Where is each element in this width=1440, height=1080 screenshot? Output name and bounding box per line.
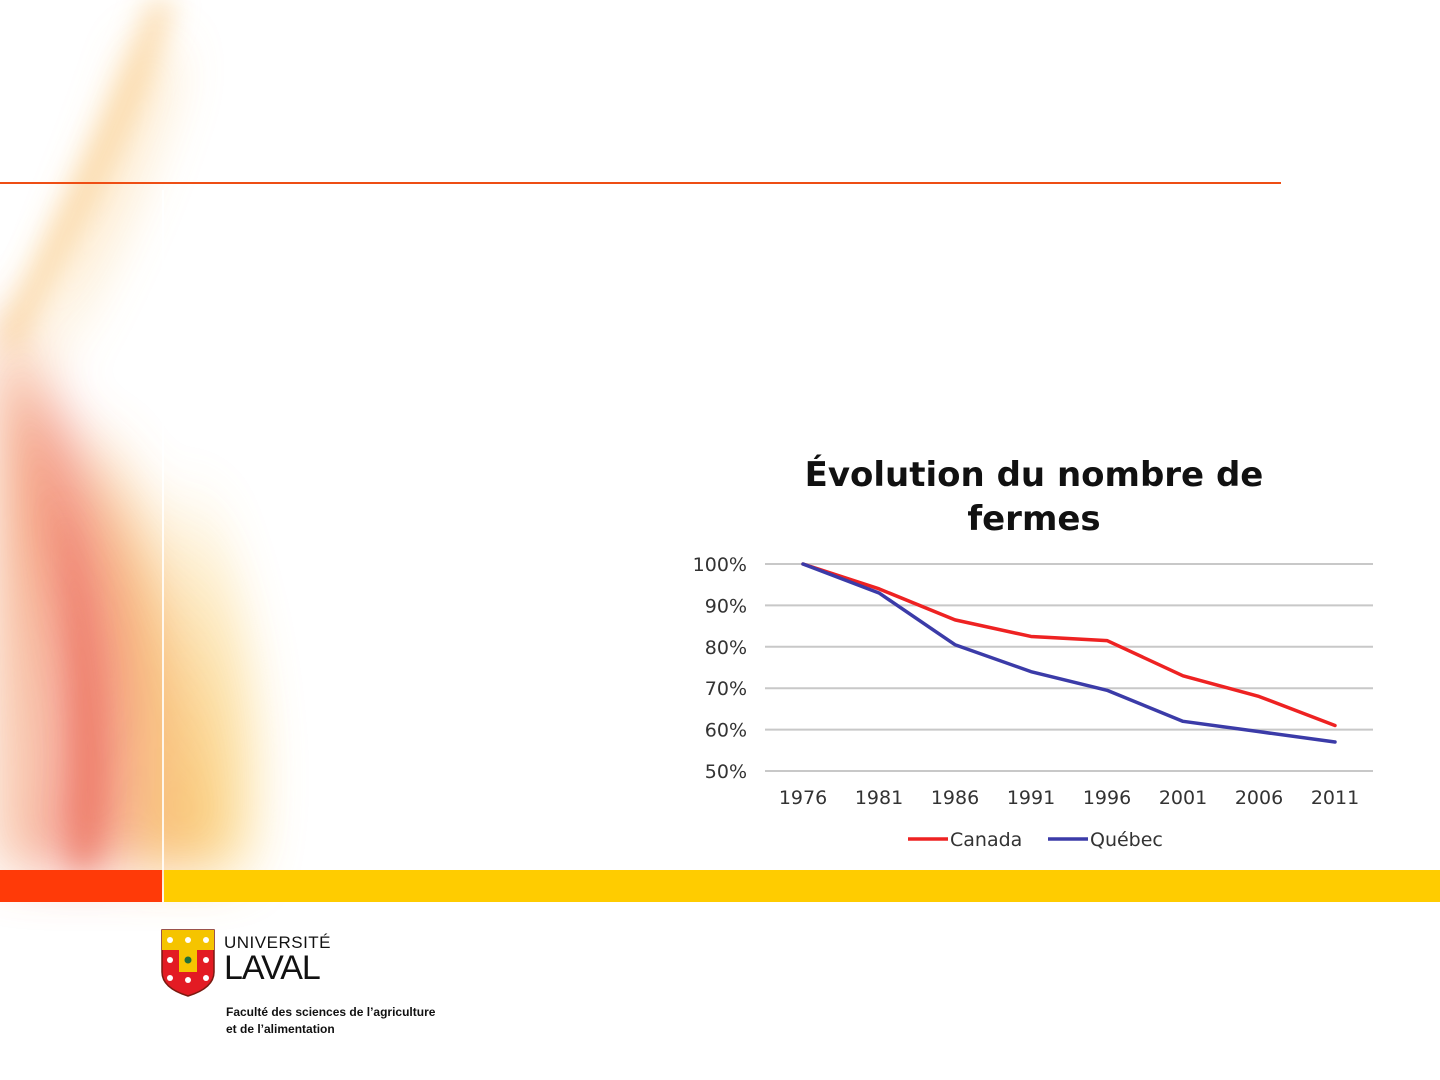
logo-laval: LAVAL (224, 949, 321, 987)
y-tick-label: 70% (705, 678, 747, 700)
universite-laval-logo: UNIVERSITÉ LAVAL Faculté des sciences de… (160, 928, 460, 1048)
x-tick-label: 1991 (1007, 787, 1055, 809)
x-tick-label: 1996 (1083, 787, 1131, 809)
series-line-canada (801, 562, 1337, 728)
legend-label: Québec (1090, 829, 1163, 851)
side-divider (162, 190, 164, 870)
y-tick-label: 90% (705, 595, 747, 617)
y-tick-label: 100% (693, 554, 747, 576)
y-tick-label: 80% (705, 637, 747, 659)
y-tick-label: 50% (705, 761, 747, 783)
footer-bar-red (0, 870, 162, 902)
x-tick-label: 2001 (1159, 787, 1207, 809)
logo-universite: UNIVERSITÉ (224, 933, 332, 952)
faculty-line1: Faculté des sciences de l’agriculture (226, 1005, 436, 1019)
farm-evolution-chart: Évolution du nombre de fermes 50% 60% 70% 8… (693, 454, 1373, 851)
x-tick-label: 1981 (855, 787, 903, 809)
series-line-qubec (801, 562, 1337, 744)
series-lines (801, 562, 1337, 744)
chart-title-line1: Évolution du nombre de (805, 454, 1264, 495)
x-axis-ticks: 1976 1981 1986 1991 1996 2001 2006 2011 (779, 787, 1359, 809)
x-tick-label: 2006 (1235, 787, 1283, 809)
legend-label: Canada (950, 829, 1022, 851)
faculty-line2: et de l’alimentation (226, 1022, 335, 1036)
chart-title-line2: fermes (967, 499, 1100, 539)
title-rule (0, 182, 1281, 184)
laval-shield-icon (161, 929, 215, 997)
y-tick-label: 60% (705, 720, 747, 742)
gridlines (765, 563, 1373, 772)
x-tick-label: 2011 (1311, 787, 1359, 809)
x-tick-label: 1976 (779, 787, 827, 809)
x-tick-label: 1986 (931, 787, 979, 809)
y-axis-ticks: 50% 60% 70% 80% 90% 100% (693, 554, 747, 783)
legend: Canada Québec (908, 829, 1163, 851)
footer-bar-yellow (164, 870, 1440, 902)
